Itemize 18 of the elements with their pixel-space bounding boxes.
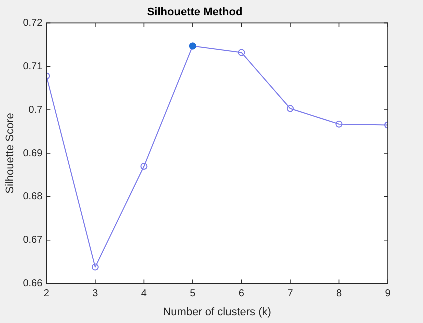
- y-tick-label: 0.66: [23, 278, 44, 290]
- y-tick-label: 0.72: [23, 18, 44, 29]
- x-tick-label: 5: [190, 288, 196, 300]
- x-tick-label: 2: [44, 288, 50, 300]
- y-tick-label: 0.68: [23, 192, 44, 203]
- x-tick-label: 4: [141, 288, 148, 300]
- y-tick-label: 0.67: [23, 235, 44, 246]
- x-tick-label: 6: [238, 288, 245, 300]
- x-tick-label: 7: [288, 288, 294, 300]
- chart-title: Silhouette Method: [147, 6, 243, 19]
- y-tick-label: 0.69: [23, 148, 44, 160]
- y-tick-label: 0.71: [23, 61, 44, 72]
- x-tick-label: 3: [92, 288, 99, 300]
- y-axis-title: Silhouette Score: [4, 113, 17, 194]
- y-tick-label: 0.7: [28, 104, 44, 116]
- x-tick-label: 9: [385, 288, 392, 300]
- x-tick-label: 8: [336, 288, 342, 300]
- x-axis-title: Number of clusters (k): [163, 306, 272, 318]
